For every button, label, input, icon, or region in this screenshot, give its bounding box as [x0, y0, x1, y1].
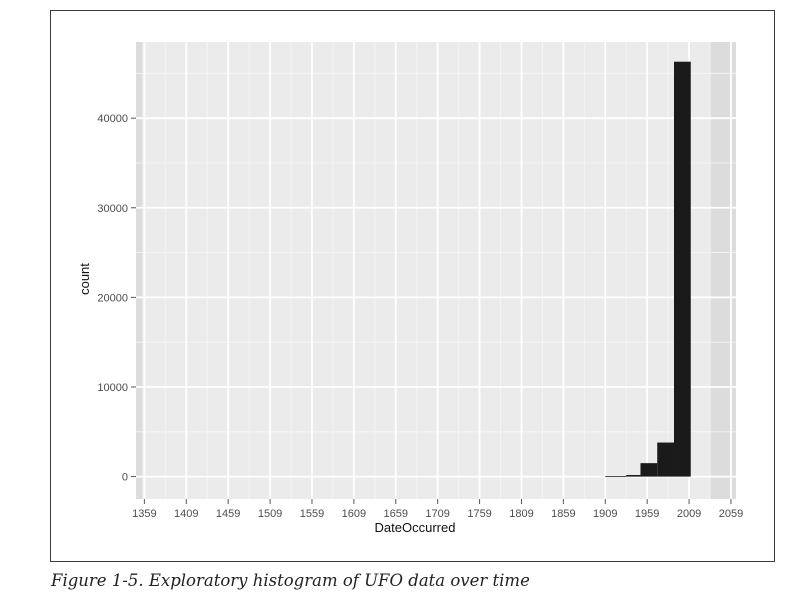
panel-shade-right	[710, 42, 736, 499]
y-tick-label: 30000	[97, 203, 128, 215]
histogram-chart: 0 10000 20000 30000 40000 1359 1409 1459 1509 155…	[77, 42, 743, 535]
y-tick-label: 0	[122, 472, 128, 484]
x-tick-label: 1409	[174, 508, 198, 520]
x-tick-label: 1359	[132, 508, 156, 520]
figure-frame: 0 10000 20000 30000 40000 1359 1409 1459 1509 155…	[50, 10, 775, 562]
panel-shade-left	[136, 42, 143, 499]
x-tick-label: 1459	[216, 508, 240, 520]
figure-caption: Figure 1-5. Exploratory histogram of UFO…	[51, 571, 530, 590]
x-tick-label: 1559	[300, 508, 324, 520]
y-tick-label: 10000	[97, 382, 128, 394]
plot-panel	[136, 42, 736, 499]
x-tick-label: 1509	[258, 508, 282, 520]
x-axis-title: DateOccurred	[375, 520, 456, 535]
x-tick-label: 1609	[342, 508, 366, 520]
x-tick-label: 1859	[551, 508, 575, 520]
x-tick-label: 2059	[719, 508, 743, 520]
x-tick-label: 1809	[509, 508, 533, 520]
y-tick-label: 20000	[97, 292, 128, 304]
x-tick-label: 1659	[384, 508, 408, 520]
x-tick-label: 1709	[425, 508, 449, 520]
y-axis-title: count	[77, 263, 92, 295]
histogram-bar	[605, 476, 627, 478]
x-tick-label: 1959	[635, 508, 659, 520]
histogram-bar	[673, 61, 691, 477]
x-tick-label: 2009	[677, 508, 701, 520]
x-tick-label: 1759	[467, 508, 491, 520]
histogram-bar	[626, 474, 641, 477]
y-tick-label: 40000	[97, 113, 128, 125]
x-tick-label: 1909	[593, 508, 617, 520]
histogram-bar	[640, 463, 658, 477]
histogram-bar	[657, 442, 674, 477]
